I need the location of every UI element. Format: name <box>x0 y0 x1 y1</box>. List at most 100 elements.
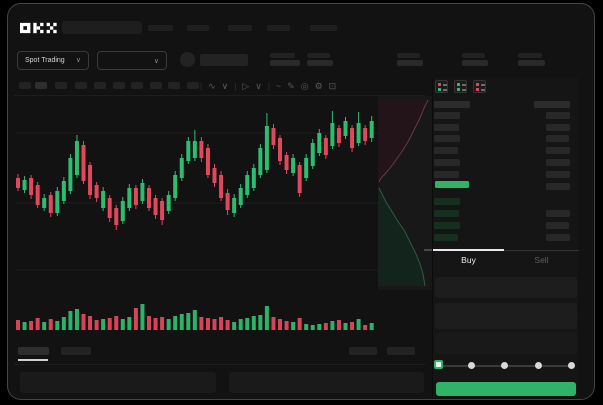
order-form-field-2[interactable] <box>435 303 577 329</box>
ask-row-amount[interactable] <box>546 135 569 143</box>
pair-dropdown[interactable]: ∨ <box>97 51 167 70</box>
mode-line <box>481 84 485 86</box>
toolbar-icons: | ∿ ∨ | ▷ ∨ | ~ ✎ ◎ ⚙ ⊡ <box>200 78 336 94</box>
bottom-panel-1 <box>20 372 216 393</box>
okx-logo[interactable] <box>20 22 57 34</box>
ask-row-amount[interactable] <box>546 123 570 131</box>
bid-row-price[interactable] <box>434 234 458 241</box>
book-mode-asks-icon[interactable] <box>473 80 486 93</box>
nav-item[interactable] <box>228 25 252 31</box>
ask-row-amount[interactable] <box>546 158 570 166</box>
mode-line <box>443 84 447 86</box>
buy-submit-button[interactable] <box>436 382 576 396</box>
depth-svg <box>378 99 429 287</box>
chevron-down-icon[interactable]: ∨ <box>221 80 229 91</box>
order-form-field-3[interactable] <box>435 332 577 354</box>
slider-stop-dot[interactable] <box>534 362 542 369</box>
timeframe-button[interactable] <box>94 82 106 89</box>
bottom-tab-2[interactable] <box>61 347 91 355</box>
bottom-action-placeholder[interactable] <box>349 347 377 355</box>
bid-row-amount[interactable] <box>546 234 570 241</box>
search-input[interactable] <box>62 21 142 34</box>
timeframe-button[interactable] <box>131 82 143 89</box>
slider-handle[interactable] <box>434 360 443 369</box>
bid-row-price[interactable] <box>434 210 459 217</box>
line-tool-icon[interactable]: ~ <box>275 81 282 91</box>
ask-row-price[interactable] <box>434 147 458 155</box>
bottom-panel-2 <box>229 372 424 393</box>
chevron-down-icon[interactable]: ∨ <box>255 80 262 91</box>
candlestick-chart[interactable] <box>16 96 418 334</box>
timeframe-button[interactable] <box>187 82 199 89</box>
ticker-stat-label <box>307 53 330 58</box>
settings-icon[interactable]: ⚙ <box>314 80 323 91</box>
nav-item[interactable] <box>148 25 173 31</box>
mode-color-segment <box>476 83 479 86</box>
coin-avatar <box>180 52 195 67</box>
last-price-bar[interactable] <box>435 181 469 188</box>
mode-color-segment <box>438 83 441 86</box>
ask-row-price[interactable] <box>434 170 459 178</box>
screenshot-icon[interactable]: ◎ <box>300 80 309 91</box>
fullscreen-icon[interactable]: ⊡ <box>328 80 337 91</box>
bottom-divider <box>14 364 425 365</box>
book-mode-bids-icon[interactable] <box>454 80 467 93</box>
timeframe-button[interactable] <box>55 82 67 89</box>
ticker-stat-label <box>462 53 485 58</box>
nav-item[interactable] <box>267 25 290 31</box>
bid-row-amount[interactable] <box>546 222 569 229</box>
ask-row-price[interactable] <box>434 135 460 143</box>
bottom-action-placeholder[interactable] <box>387 347 415 355</box>
tab-sell[interactable]: Sell <box>534 255 549 265</box>
ticker-stat-value <box>518 60 545 66</box>
nav-item[interactable] <box>187 25 209 31</box>
active-tab-indicator <box>433 249 504 251</box>
depth-chart[interactable] <box>378 96 432 290</box>
pair-name-placeholder[interactable] <box>200 54 248 66</box>
ask-row-amount[interactable] <box>546 170 570 178</box>
last-price-marker <box>424 249 432 251</box>
bid-row-price[interactable] <box>434 198 460 205</box>
bid-row-amount[interactable] <box>546 210 570 217</box>
slider-stop-dot[interactable] <box>500 362 508 369</box>
ask-row-amount[interactable] <box>546 112 570 119</box>
book-mode-all-icon[interactable] <box>435 80 448 93</box>
mode-line <box>443 89 447 91</box>
divider: | <box>267 81 270 91</box>
ticker-stat-label <box>518 53 542 58</box>
market-type-selector[interactable]: Spot Trading ∨ <box>17 51 89 70</box>
ask-row-price[interactable] <box>434 112 460 119</box>
ask-row-price[interactable] <box>434 158 460 166</box>
timeframe-button[interactable] <box>150 82 162 89</box>
ask-row-price[interactable] <box>434 123 459 131</box>
tab-buy[interactable]: Buy <box>461 255 476 265</box>
timeframe-button[interactable] <box>35 82 47 89</box>
indicators-icon[interactable]: ▷ <box>242 80 250 91</box>
ask-row-amount[interactable] <box>546 147 570 155</box>
draw-tool-icon[interactable]: ✎ <box>287 80 295 91</box>
bottom-tab-1[interactable] <box>18 347 49 355</box>
toolbar-divider <box>14 95 425 96</box>
bottom-tab-active-underline <box>18 359 48 361</box>
order-form-field-1[interactable] <box>435 277 577 298</box>
slider-stop-dot[interactable] <box>567 362 575 369</box>
slider-stop-dot[interactable] <box>467 362 475 369</box>
orderbook-header-amount[interactable] <box>534 101 570 108</box>
timeframe-button[interactable] <box>168 82 180 89</box>
timeframe-button[interactable] <box>113 82 125 89</box>
chart-type-icon[interactable]: ∿ <box>208 80 216 91</box>
last-price-amount[interactable] <box>546 183 570 190</box>
mode-color-segment <box>457 83 460 86</box>
timeframe-button[interactable] <box>75 82 87 89</box>
tab-divider <box>433 250 579 251</box>
nav-item[interactable] <box>310 25 337 31</box>
orderbook-header-price[interactable] <box>434 101 470 108</box>
timeframe-button[interactable] <box>19 82 31 89</box>
bid-row-price[interactable] <box>434 222 460 229</box>
orderbook-panel: Buy Sell <box>432 78 579 396</box>
